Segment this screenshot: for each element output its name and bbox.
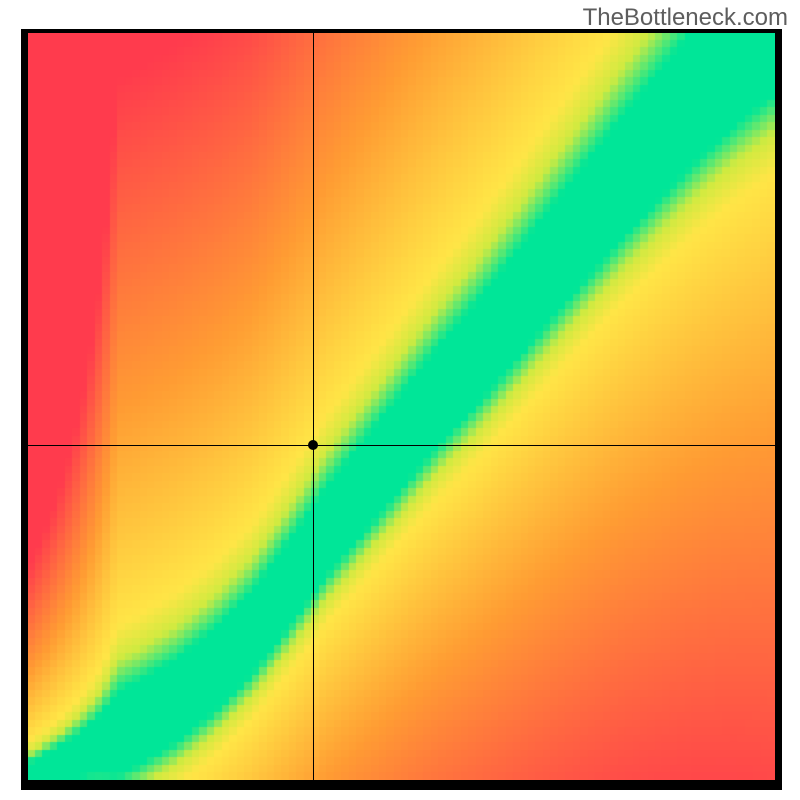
plot-area — [28, 33, 775, 780]
crosshair-horizontal — [28, 445, 775, 446]
plot-outer-frame — [21, 29, 782, 790]
figure-container: TheBottleneck.com — [0, 0, 800, 800]
data-point-marker — [308, 440, 318, 450]
heatmap-canvas — [28, 33, 775, 780]
watermark-text: TheBottleneck.com — [583, 4, 788, 32]
crosshair-vertical — [313, 33, 314, 780]
